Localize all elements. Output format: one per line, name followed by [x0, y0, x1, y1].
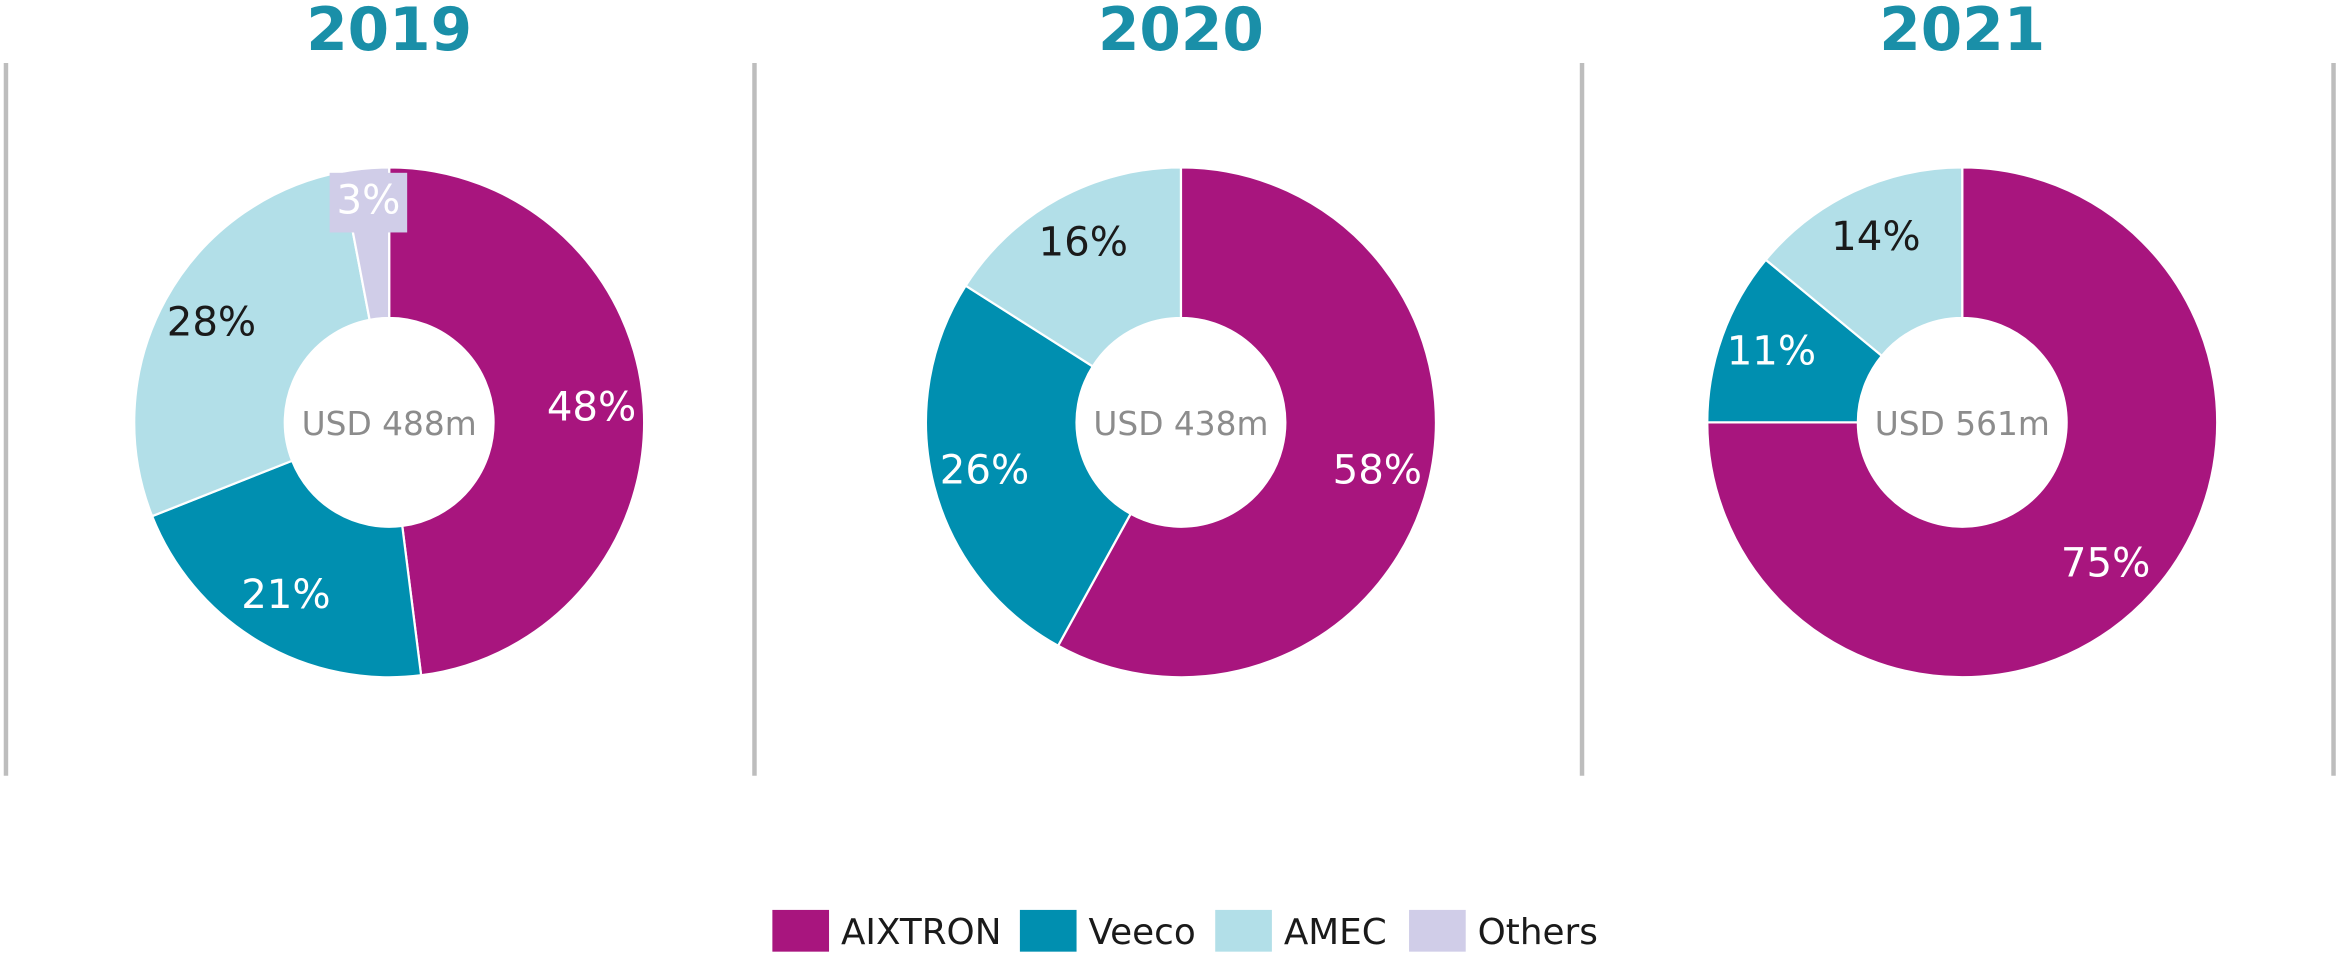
data-label: 3%	[336, 178, 400, 224]
data-label: 58%	[1333, 448, 1422, 494]
data-label: 14%	[1831, 214, 1920, 260]
legend-label: Veeco	[1088, 912, 1195, 953]
legend-swatch	[772, 909, 830, 952]
label-box	[329, 172, 408, 233]
data-label: 28%	[167, 300, 256, 346]
donut-segment	[1706, 166, 2219, 679]
center-label: USD 488m	[302, 405, 477, 443]
chart-title: 2021	[1879, 0, 2045, 65]
data-label: 21%	[241, 572, 330, 618]
donut-segment	[150, 459, 423, 679]
donut-segment	[388, 166, 646, 677]
legend-label: AIXTRON	[841, 912, 1002, 953]
center-label: USD 561m	[1875, 405, 2050, 443]
donut-segment	[1764, 166, 1964, 358]
chart-title: 2019	[306, 0, 472, 65]
data-label: 75%	[2061, 541, 2150, 587]
donut-segment	[133, 170, 371, 518]
chart-title: 2020	[1098, 0, 1264, 65]
data-label: 16%	[1039, 220, 1128, 266]
legend-swatch	[1019, 909, 1077, 952]
legend-swatch	[1409, 909, 1466, 952]
donut-segment	[1706, 258, 1884, 424]
donut-segment	[964, 166, 1183, 368]
data-label: 11%	[1727, 329, 1816, 375]
data-label: 48%	[547, 385, 636, 431]
donut-segment	[924, 284, 1133, 648]
donut-segment	[1056, 166, 1438, 679]
legend-label: AMEC	[1284, 912, 1387, 953]
center-label: USD 438m	[1093, 405, 1268, 443]
legend-label: Others	[1478, 912, 1598, 953]
data-label: 26%	[940, 448, 1029, 494]
legend-swatch	[1215, 909, 1272, 952]
